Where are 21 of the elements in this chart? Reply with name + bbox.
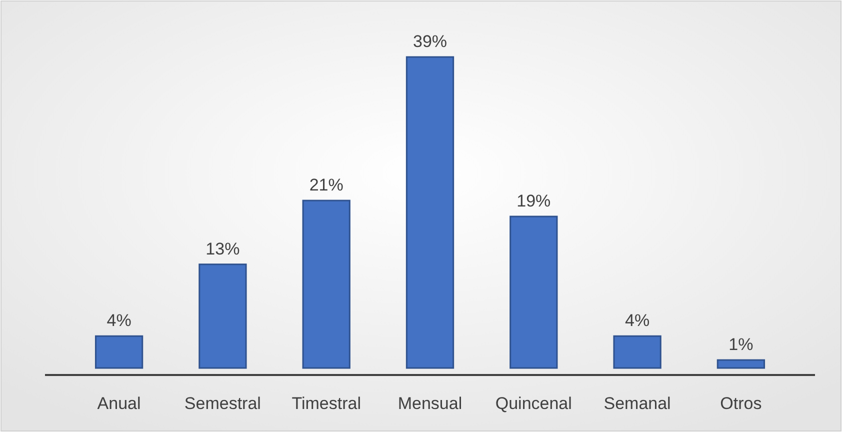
data-label: 4%: [106, 311, 132, 330]
x-tick-label: Otros: [720, 394, 762, 413]
data-label: 4%: [625, 311, 650, 330]
x-tick-label: Anual: [97, 394, 141, 413]
bar: [510, 216, 558, 369]
bar: [613, 335, 662, 369]
bar: [198, 264, 247, 369]
bar: [406, 56, 454, 369]
x-tick-label: Semestral: [184, 394, 261, 413]
x-tick-label: Timestral: [292, 394, 361, 413]
x-tick-label: Mensual: [398, 394, 462, 413]
bar: [94, 335, 144, 369]
x-tick-label: Quincenal: [495, 394, 572, 413]
data-label: 1%: [728, 335, 754, 354]
bar: [302, 200, 350, 369]
data-label: 39%: [412, 32, 448, 51]
bar: [716, 359, 766, 369]
data-label: 21%: [309, 176, 344, 195]
data-label: 13%: [206, 239, 240, 258]
x-tick-label: Semanal: [604, 394, 671, 413]
data-label: 19%: [516, 191, 551, 210]
